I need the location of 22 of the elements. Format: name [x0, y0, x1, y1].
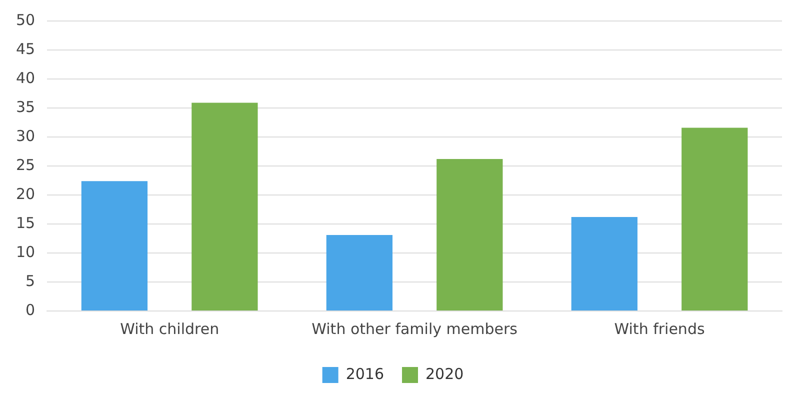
x-tick-label: With other family members	[312, 320, 518, 338]
x-tick-label: With friends	[614, 320, 705, 338]
y-tick-label: 10	[16, 242, 36, 261]
legend-label: 2020	[426, 364, 464, 383]
y-tick-label: 45	[16, 40, 36, 58]
y-tick-label: 30	[16, 126, 36, 145]
bar	[571, 217, 638, 310]
y-tick-label: 35	[16, 98, 36, 116]
bar	[436, 159, 503, 310]
y-tick-label: 25	[16, 156, 36, 174]
y-tick-label: 5	[26, 272, 36, 290]
x-tick-label: With children	[120, 320, 220, 338]
bar	[81, 181, 148, 310]
y-tick-label: 40	[16, 68, 36, 87]
y-tick-label: 50	[16, 10, 36, 29]
y-tick-label: 15	[16, 214, 36, 232]
legend-label: 2016	[346, 364, 384, 383]
y-tick-label: 20	[16, 184, 36, 203]
y-tick-label: 0	[26, 300, 36, 319]
bar	[192, 102, 258, 310]
bar	[326, 235, 392, 310]
bar	[682, 128, 748, 310]
